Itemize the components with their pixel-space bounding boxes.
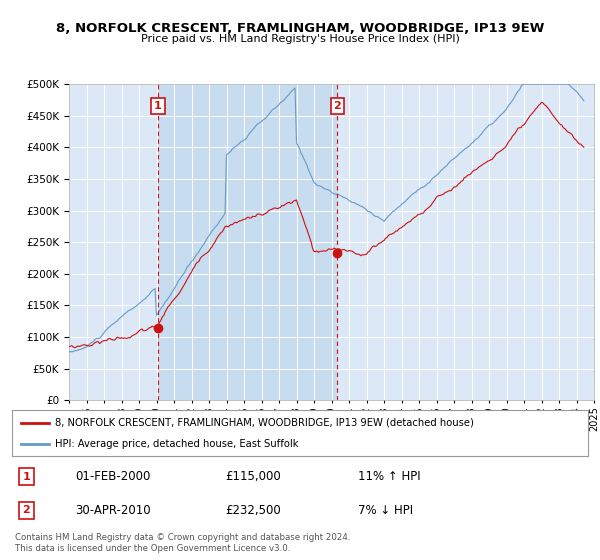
Bar (158, 84, 337, 400)
Text: HPI: Average price, detached house, East Suffolk: HPI: Average price, detached house, East… (55, 439, 299, 449)
Text: Contains HM Land Registry data © Crown copyright and database right 2024.
This d: Contains HM Land Registry data © Crown c… (15, 533, 350, 553)
Text: 11% ↑ HPI: 11% ↑ HPI (358, 470, 420, 483)
Text: 8, NORFOLK CRESCENT, FRAMLINGHAM, WOODBRIDGE, IP13 9EW: 8, NORFOLK CRESCENT, FRAMLINGHAM, WOODBR… (56, 22, 544, 35)
Text: 1: 1 (23, 472, 30, 482)
Text: 2: 2 (23, 505, 30, 515)
Text: £115,000: £115,000 (225, 470, 281, 483)
Text: £232,500: £232,500 (225, 504, 281, 517)
Text: 1: 1 (154, 101, 162, 111)
Text: 7% ↓ HPI: 7% ↓ HPI (358, 504, 413, 517)
Text: 01-FEB-2000: 01-FEB-2000 (76, 470, 151, 483)
Text: Price paid vs. HM Land Registry's House Price Index (HPI): Price paid vs. HM Land Registry's House … (140, 34, 460, 44)
Text: 30-APR-2010: 30-APR-2010 (76, 504, 151, 517)
Text: 2: 2 (334, 101, 341, 111)
Text: 8, NORFOLK CRESCENT, FRAMLINGHAM, WOODBRIDGE, IP13 9EW (detached house): 8, NORFOLK CRESCENT, FRAMLINGHAM, WOODBR… (55, 418, 474, 428)
